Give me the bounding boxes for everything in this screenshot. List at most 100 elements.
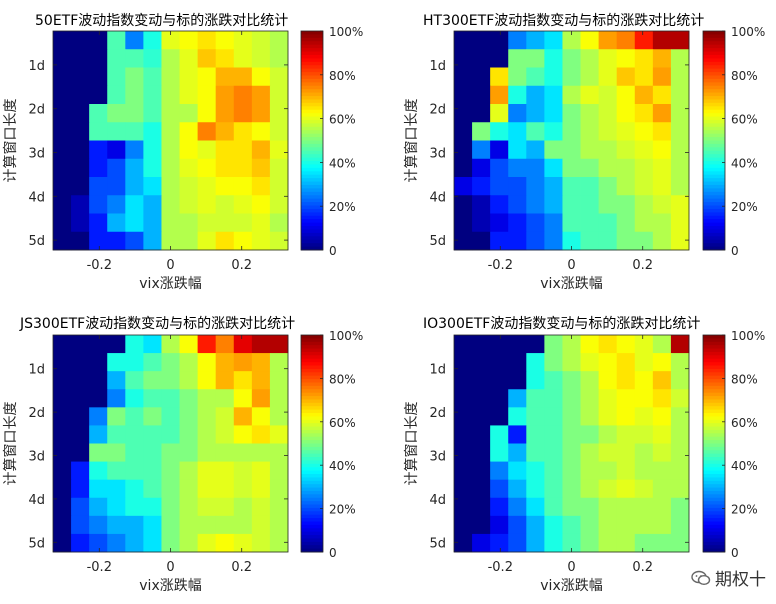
x-axis-label: vix涨跌幅 [540, 276, 602, 292]
heatmap-cell [89, 425, 108, 444]
colorbar-step [301, 460, 323, 465]
y-tick-label: 5d [429, 234, 446, 249]
colorbar-step [703, 154, 725, 159]
colorbar-step [301, 54, 323, 59]
heatmap-cell [544, 497, 563, 517]
colorbar-step [703, 44, 725, 49]
heatmap-cell [215, 177, 235, 196]
heatmap-cell [544, 353, 563, 372]
heatmap-cell [197, 177, 217, 196]
colorbar-step [703, 338, 725, 343]
heatmap-cell [89, 443, 108, 462]
heatmap-cell [125, 443, 144, 462]
colorbar-step [703, 450, 725, 455]
colorbar-step [703, 239, 725, 244]
colorbar-step [703, 174, 725, 179]
heatmap-cell [598, 49, 618, 68]
heatmap-cell [251, 461, 271, 481]
heatmap-cell [71, 335, 90, 354]
heatmap-cell [269, 122, 289, 141]
heatmap-cell [125, 213, 144, 233]
heatmap-cell [472, 497, 491, 517]
colorbar-step [703, 514, 725, 519]
heatmap-cell [161, 140, 180, 160]
colorbar-step [301, 355, 323, 360]
heatmap-cell [53, 389, 72, 408]
heatmap-cell [215, 85, 235, 105]
heatmap-cell [197, 231, 217, 251]
heatmap-cell [107, 515, 126, 535]
heatmap-cell [269, 335, 289, 354]
heatmap-cell [598, 443, 618, 462]
heatmap-cell [71, 371, 90, 390]
colorbar-step [301, 484, 323, 489]
colorbar-step [703, 487, 725, 492]
heatmap-cell [107, 389, 126, 408]
heatmap-cell [634, 104, 654, 123]
heatmap-cell [269, 389, 289, 408]
heatmap-cell [89, 231, 108, 251]
heatmap-cell [526, 104, 545, 123]
heatmap-cell [580, 31, 600, 50]
colorbar-step [301, 351, 323, 356]
colorbar-step [301, 75, 323, 80]
heatmap-cell [251, 335, 271, 354]
heatmap-cell [634, 479, 654, 499]
colorbar-step [703, 184, 725, 189]
heatmap-cell [472, 461, 491, 481]
heatmap-cell [179, 407, 199, 426]
colorbar-box [702, 334, 726, 553]
x-tick-label: -0.2 [488, 560, 513, 575]
colorbar-step [301, 48, 323, 53]
colorbar-step [703, 191, 725, 196]
heatmap-cell [616, 353, 636, 372]
colorbar-step [703, 34, 725, 39]
heatmap-cell [634, 231, 654, 251]
heatmap-cell [508, 195, 527, 214]
heatmap-cell [544, 443, 563, 462]
colorbar-step [703, 126, 725, 131]
heatmap-cell [562, 335, 581, 354]
colorbar-step [703, 419, 725, 424]
colorbar-step [703, 226, 725, 230]
heatmap-cell [107, 213, 126, 233]
heatmap-cell [580, 389, 600, 408]
colorbar-step [301, 433, 323, 438]
colorbar-step [703, 89, 725, 94]
colorbar-step [703, 470, 725, 475]
heatmap-cell [89, 371, 108, 390]
heatmap-cell [143, 425, 162, 444]
heatmap-cell [143, 85, 162, 105]
heatmap-cell [508, 140, 527, 160]
colorbar-step [301, 130, 323, 135]
colorbar-step [703, 399, 725, 404]
colorbar-step [301, 521, 323, 526]
colorbar-step [703, 528, 725, 533]
heatmap-cell [107, 335, 126, 354]
colorbar-step [703, 198, 725, 203]
colorbar-step [703, 119, 725, 124]
heatmap-cell [652, 67, 672, 87]
heatmap-cell [107, 533, 126, 553]
heatmap-cell [161, 461, 180, 481]
heatmap-cell [544, 67, 563, 87]
heatmap-cell [454, 122, 473, 141]
colorbar-step [301, 174, 323, 179]
heatmap-cell [233, 104, 253, 123]
heatmap-cell [508, 461, 527, 481]
heatmap-cell [125, 67, 144, 87]
heatmap-cell [616, 140, 636, 160]
colorbar-tick-label: 80% [731, 372, 758, 386]
heatmap-cell [53, 231, 72, 251]
colorbar-step [703, 106, 725, 111]
heatmap-cell [251, 177, 271, 196]
heatmap-cell [53, 533, 72, 553]
heatmap-cell [233, 335, 253, 354]
heatmap-cell [269, 533, 289, 553]
heatmap-cell [161, 425, 180, 444]
heatmap-cell [197, 49, 217, 68]
heatmap-cell [107, 231, 126, 251]
heatmap-cell [670, 335, 690, 354]
heatmap-cell [544, 213, 563, 233]
